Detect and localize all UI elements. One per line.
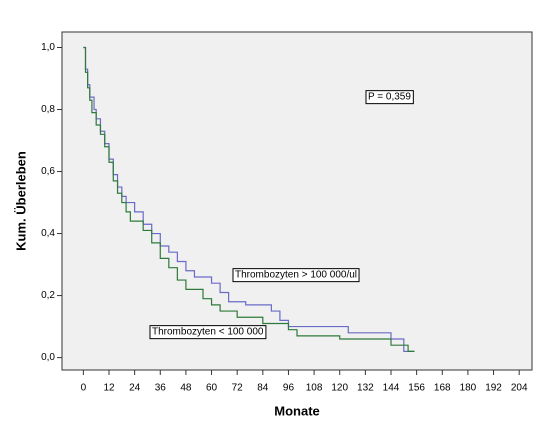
- y-tick-label: 0,0: [41, 352, 55, 363]
- x-tick-label: 84: [257, 383, 269, 394]
- y-axis-title: Kum. Überleben: [13, 151, 28, 251]
- p-value: P = 0,359: [368, 92, 411, 103]
- x-tick-label: 36: [155, 383, 167, 394]
- y-tick-label: 0,8: [41, 104, 55, 115]
- x-tick-label: 192: [485, 383, 502, 394]
- series-label-box: [232, 268, 360, 283]
- survival-line: [83, 46, 415, 352]
- x-tick-label: 168: [434, 383, 451, 394]
- series-label-box: [149, 325, 267, 340]
- x-tick-label: 204: [511, 383, 528, 394]
- x-tick-label: 72: [232, 383, 244, 394]
- x-tick-label: 0: [81, 383, 87, 394]
- survival-line: [83, 46, 415, 352]
- x-tick-label: 60: [206, 383, 218, 394]
- y-tick-label: 0,4: [41, 228, 55, 239]
- x-tick-label: 132: [357, 383, 374, 394]
- x-tick-label: 180: [460, 383, 477, 394]
- y-tick-label: 0,6: [41, 166, 55, 177]
- x-tick-label: 12: [103, 383, 115, 394]
- p-value-box: [365, 90, 414, 105]
- y-tick-label: 0,2: [41, 290, 55, 301]
- x-tick-label: 120: [331, 383, 348, 394]
- x-tick-label: 156: [408, 383, 425, 394]
- x-tick-label: 24: [129, 383, 141, 394]
- series-label: Thrombozyten > 100 000/ul: [235, 270, 357, 281]
- series-label: Thrombozyten < 100 000: [152, 327, 264, 338]
- x-tick-label: 144: [383, 383, 400, 394]
- plot-area: [61, 31, 533, 371]
- x-tick-label: 96: [283, 383, 295, 394]
- x-tick-label: 48: [180, 383, 192, 394]
- x-axis-title: Monate: [274, 403, 320, 418]
- x-tick-label: 108: [306, 383, 323, 394]
- y-tick-label: 1,0: [41, 42, 55, 53]
